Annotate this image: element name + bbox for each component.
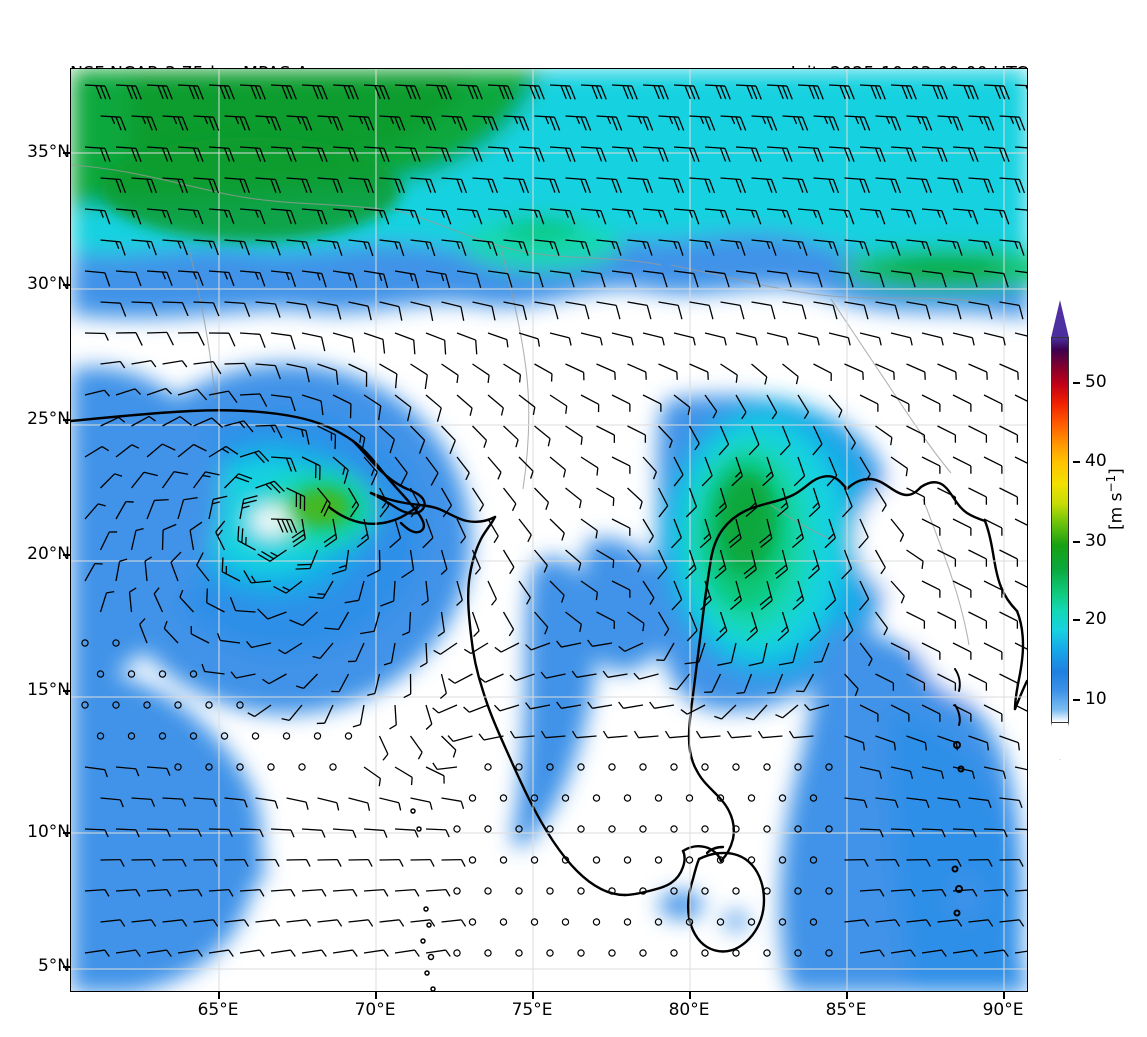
colorbar-gradient xyxy=(1051,337,1069,723)
windspeed-detail xyxy=(101,137,773,561)
ytick-mark-5n xyxy=(63,966,70,968)
colorbar-tick-50 xyxy=(1073,382,1080,384)
colorbar-title-post: ] xyxy=(1106,468,1127,475)
ytick-mark-35n xyxy=(63,152,70,154)
colorbar-title-pre: [m s xyxy=(1106,492,1127,530)
xtick-mark-65e xyxy=(218,992,220,999)
ytick-5n: 5°N xyxy=(37,956,70,976)
xtick-80e: 80°E xyxy=(668,1000,710,1020)
colorbar[interactable] xyxy=(1047,300,1073,760)
xtick-mark-70e xyxy=(375,992,377,999)
ytick-30n: 30°N xyxy=(27,274,70,294)
ytick-35n: 35°N xyxy=(27,142,70,162)
ytick-mark-30n xyxy=(63,284,70,286)
colorbar-tick-40 xyxy=(1073,461,1080,463)
ytick-10n: 10°N xyxy=(27,822,70,842)
xtick-75e: 75°E xyxy=(511,1000,553,1020)
colorbar-tick-20 xyxy=(1073,619,1080,621)
political-borders xyxy=(71,164,972,646)
xtick-mark-75e xyxy=(532,992,534,999)
colorbar-under-arrow xyxy=(1051,722,1069,760)
colorbar-tick-30 xyxy=(1073,541,1080,543)
ytick-mark-20n xyxy=(63,554,70,556)
ytick-25n: 25°N xyxy=(27,409,70,429)
colorbar-tick-10 xyxy=(1073,699,1080,701)
ytick-mark-25n xyxy=(63,419,70,421)
xtick-90e: 90°E xyxy=(982,1000,1024,1020)
ytick-mark-10n xyxy=(63,832,70,834)
ytick-15n: 15°N xyxy=(27,680,70,700)
xtick-mark-80e xyxy=(689,992,691,999)
xtick-mark-90e xyxy=(1003,992,1005,999)
colorbar-label-50: 50 xyxy=(1085,372,1107,392)
colorbar-title-exponent: −1 xyxy=(1104,474,1118,493)
colorbar-label-30: 30 xyxy=(1085,531,1107,551)
colorbar-title: [m s−1] xyxy=(1104,468,1127,530)
map-plot-area[interactable] xyxy=(70,68,1028,992)
colorbar-over-arrow xyxy=(1051,300,1069,338)
xtick-85e: 85°E xyxy=(825,1000,867,1020)
ytick-20n: 20°N xyxy=(27,544,70,564)
coastlines xyxy=(71,409,1027,991)
ytick-mark-15n xyxy=(63,690,70,692)
colorbar-label-20: 20 xyxy=(1085,609,1107,629)
colorbar-label-40: 40 xyxy=(1085,451,1107,471)
xtick-70e: 70°E xyxy=(354,1000,396,1020)
colorbar-label-10: 10 xyxy=(1085,689,1107,709)
xtick-mark-85e xyxy=(846,992,848,999)
xtick-65e: 65°E xyxy=(197,1000,239,1020)
